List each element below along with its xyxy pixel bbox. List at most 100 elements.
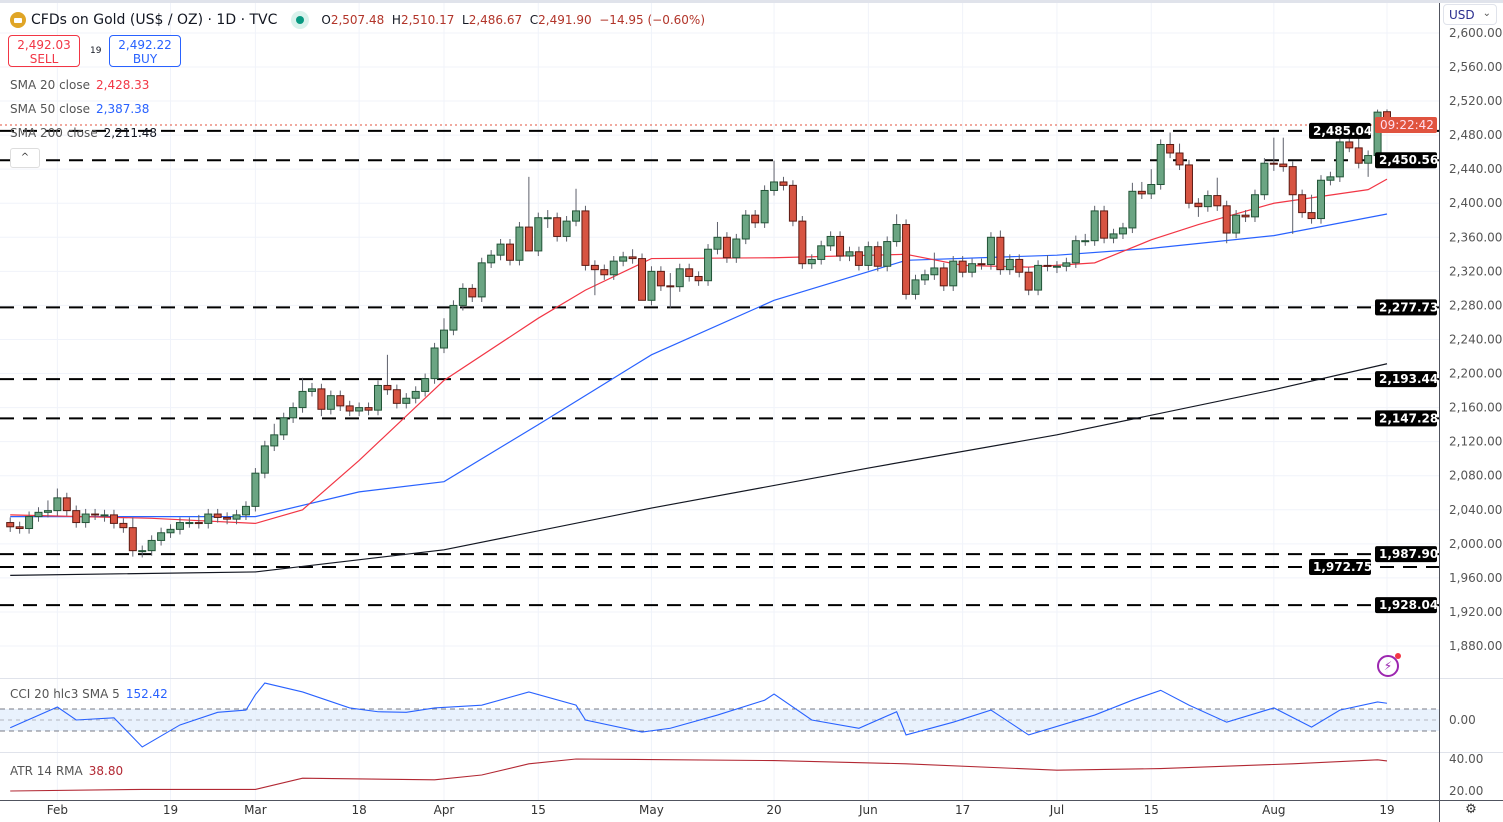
candle-body [1260,162,1269,196]
candle [1081,233,1090,246]
candle [619,251,628,267]
candle [232,509,241,525]
candle [166,524,175,538]
candle [1326,171,1335,186]
level-price-tag [1375,410,1437,427]
symbol-title[interactable]: CFDs on Gold (US$ / OZ) · 1D · TVC [31,12,278,28]
candle [883,236,892,272]
candle-body [1015,258,1024,273]
candle-body [1288,166,1297,196]
currency-select[interactable]: USD ⌄ [1443,4,1497,25]
candle-body [666,285,675,288]
candle [1213,177,1222,211]
candle-body [1043,264,1052,267]
candle [1128,182,1137,234]
buy-label: BUY [132,52,158,66]
candle-body [1364,155,1373,164]
sma20-label: SMA 20 close [10,78,90,92]
candle [1307,194,1316,224]
candle [326,390,335,415]
sell-price: 2,492.03 [17,38,71,52]
candle-body [1279,163,1288,168]
candle [939,262,948,291]
candle-body [1147,184,1156,195]
candle-body [317,388,326,410]
candle [1147,169,1156,199]
candle [1269,137,1278,171]
candle [920,269,929,285]
atr-line [10,758,1388,792]
candle-body [1222,205,1231,234]
candle [383,354,392,395]
candle [72,505,81,528]
candle-body [477,262,486,298]
candle-body [656,270,665,287]
candle-body [779,181,788,186]
sma20-legend[interactable]: SMA 20 close 2,428.33 [10,78,149,92]
candle-body [1335,141,1344,178]
level-price-label: 2,277.73 [1379,300,1438,314]
atr-legend[interactable]: ATR 14 RMA 38.80 [10,764,123,778]
candle [713,221,722,255]
cci-legend[interactable]: CCI 20 hlc3 SMA 5 152.42 [10,687,168,701]
candle-body [1203,195,1212,208]
sma50-legend[interactable]: SMA 50 close 2,387.38 [10,102,149,116]
cci-band [0,709,1439,731]
candle-body [223,516,232,520]
candle-body [364,407,373,411]
candle [609,256,618,280]
candle [185,517,194,528]
candle [81,508,90,528]
candle [968,258,977,278]
price-tick-label: 1,960.00 [1449,571,1502,585]
candle-body [911,279,920,295]
candle-body [25,516,34,530]
settings-icon[interactable]: ⚙ [1465,802,1477,817]
candle-body [34,511,43,518]
candle-body [194,522,203,525]
candle-body [91,513,100,516]
candle [1090,205,1099,246]
level-price-tag [1309,122,1371,139]
countdown-label: 09:22:42 [1380,118,1434,132]
candle-body [468,287,477,298]
candle-body [53,497,62,512]
candle [487,250,496,268]
sma20-line [10,178,1388,525]
candle [760,185,769,228]
price-tick-label: 2,040.00 [1449,503,1502,517]
candle-body [543,217,552,220]
candle-body [996,236,1005,271]
candle [1250,189,1259,222]
lightning-alert-icon[interactable]: ⚡ [1377,653,1401,677]
candle-body [138,550,147,553]
candle-body [241,505,250,516]
price-tick-label: 2,520.00 [1449,94,1502,108]
time-tick-label: May [639,803,664,817]
candle [355,402,364,417]
candle-body [1326,176,1335,181]
cci-tick-label: 0.00 [1449,713,1476,727]
open-value: 2,507.48 [330,13,385,27]
candle-body [43,510,52,513]
candle-body [902,224,911,295]
candle [213,508,222,523]
candle-body [685,268,694,277]
collapse-legend-button[interactable]: ^ [10,148,40,168]
candle [1118,222,1127,240]
candle-body [788,184,797,222]
atr-tick-label: 20.00 [1449,784,1483,798]
candle [251,468,260,512]
candle [694,271,703,286]
candle-body [6,522,15,528]
sma200-legend[interactable]: SMA 200 close 2,211.48 [10,126,157,140]
candle-body [506,243,515,261]
sell-button[interactable]: 2,492.03 SELL [8,35,80,67]
candle [25,511,34,534]
buy-button[interactable]: 2,492.22 BUY [109,35,181,67]
candle [986,232,995,270]
time-tick-label: Apr [434,803,455,817]
candle [1062,257,1071,272]
candle [241,501,250,520]
